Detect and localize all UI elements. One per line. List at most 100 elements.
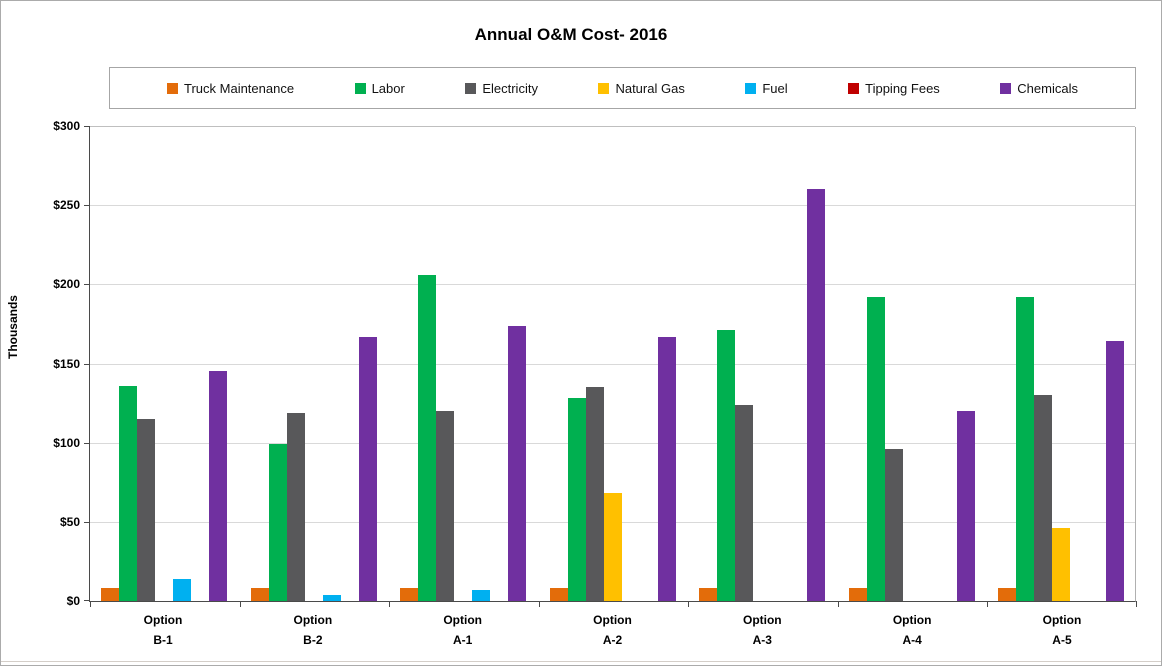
bar-slot-fuel-option-b-2 bbox=[322, 594, 341, 601]
bar-slot-labor-option-a-4 bbox=[866, 297, 885, 601]
gridline-150 bbox=[90, 363, 1135, 365]
x-category-label-option-b-2: Option B-2 bbox=[293, 613, 333, 648]
legend-item-electricity: Electricity bbox=[465, 81, 538, 96]
bar-electricity-option-b-2 bbox=[286, 412, 305, 601]
y-axis-tick-300 bbox=[84, 126, 90, 127]
legend: Truck Maintenance Labor Electricity Natural… bbox=[109, 67, 1136, 109]
bar-group-option-a-3 bbox=[699, 127, 825, 601]
bar-slot-electricity-option-b-2 bbox=[286, 412, 305, 601]
bar-slot-chemicals-option-b-2 bbox=[358, 336, 377, 601]
bar-truck-maintenance-option-a-5 bbox=[998, 588, 1016, 601]
bar-truck-maintenance-option-b-2 bbox=[250, 588, 269, 601]
bar-fuel-option-b-1 bbox=[173, 578, 191, 601]
legend-item-fuel: Fuel bbox=[745, 81, 788, 96]
x-axis-tick-0 bbox=[90, 601, 91, 607]
bar-fuel-option-b-2 bbox=[322, 594, 341, 601]
x-axis-category-labels: Option B-1 Option B-2 Option A-1 Option A-2… bbox=[89, 610, 1136, 651]
legend-item-tipping-fees: Tipping Fees bbox=[848, 81, 940, 96]
bar-electricity-option-a-1 bbox=[436, 411, 454, 601]
bar-slot-labor-option-b-1 bbox=[119, 385, 137, 601]
bar-slot-electricity-option-a-1 bbox=[436, 411, 454, 601]
bar-labor-option-a-5 bbox=[1016, 297, 1034, 601]
bar-electricity-option-a-3 bbox=[735, 404, 753, 601]
bar-group-option-b-2 bbox=[250, 127, 377, 601]
x-category-label-option-a-5: Option A-5 bbox=[1042, 613, 1082, 648]
legend-label-chemicals: Chemicals bbox=[1017, 80, 1078, 96]
bar-slot-natural-gas-option-a-5 bbox=[1052, 528, 1070, 601]
bar-chemicals-option-a-1 bbox=[508, 325, 526, 601]
y-axis-tick-250 bbox=[84, 205, 90, 207]
bar-group-option-b-1 bbox=[101, 127, 227, 601]
legend-swatch-truck-maintenance-icon bbox=[167, 82, 178, 94]
x-category-label-option-a-3: Option A-3 bbox=[742, 613, 782, 648]
bar-truck-maintenance-option-a-3 bbox=[699, 588, 717, 601]
bar-labor-option-b-2 bbox=[268, 444, 287, 601]
bar-truck-maintenance-option-a-2 bbox=[549, 588, 568, 601]
bar-slot-truck-maintenance-option-b-1 bbox=[101, 588, 119, 601]
legend-label-electricity: Electricity bbox=[482, 80, 538, 96]
y-axis-tick-50 bbox=[84, 521, 90, 523]
y-axis-tick-150 bbox=[84, 363, 90, 365]
legend-item-truck-maintenance: Truck Maintenance bbox=[167, 81, 294, 96]
bar-slot-fuel-option-b-1 bbox=[173, 578, 191, 601]
bar-fuel-option-a-1 bbox=[472, 589, 490, 601]
gridline-100 bbox=[90, 442, 1135, 444]
bar-natural-gas-option-a-5 bbox=[1052, 528, 1070, 601]
y-axis-title-wrap: Thousands bbox=[4, 127, 22, 527]
bar-labor-option-a-4 bbox=[866, 297, 885, 601]
legend-item-natural-gas: Natural Gas bbox=[598, 80, 685, 96]
bar-slot-labor-option-a-2 bbox=[567, 398, 586, 601]
bar-slot-electricity-option-a-5 bbox=[1034, 395, 1052, 601]
y-tick-label-50: $50 bbox=[59, 514, 80, 529]
legend-label-truck-maintenance: Truck Maintenance bbox=[184, 80, 295, 96]
x-axis-tick-2 bbox=[389, 601, 391, 607]
x-axis-tick-6 bbox=[987, 601, 989, 607]
legend-label-labor: Labor bbox=[371, 80, 405, 96]
bar-slot-electricity-option-a-2 bbox=[585, 387, 604, 601]
bar-slot-chemicals-option-a-5 bbox=[1106, 341, 1124, 601]
legend-swatch-fuel-icon bbox=[745, 82, 757, 94]
legend-item-chemicals: Chemicals bbox=[1000, 81, 1078, 96]
bar-natural-gas-option-a-2 bbox=[603, 493, 622, 601]
legend-swatch-chemicals-icon bbox=[1000, 82, 1012, 94]
y-tick-label-100: $100 bbox=[53, 435, 80, 450]
bar-groups bbox=[90, 127, 1135, 601]
bar-group-option-a-5 bbox=[998, 127, 1124, 601]
bar-slot-truck-maintenance-option-b-2 bbox=[250, 588, 269, 601]
y-axis-tick-0 bbox=[84, 600, 90, 601]
legend-swatch-tipping-fees-icon bbox=[848, 82, 860, 94]
y-axis-title: Thousands bbox=[6, 294, 20, 359]
gridline-300 bbox=[90, 126, 1135, 127]
legend-label-tipping-fees: Tipping Fees bbox=[865, 80, 940, 96]
bar-group-option-a-1 bbox=[400, 127, 526, 601]
bar-electricity-option-a-4 bbox=[884, 449, 903, 601]
bar-slot-truck-maintenance-option-a-1 bbox=[400, 588, 418, 601]
bar-slot-chemicals-option-b-1 bbox=[209, 371, 227, 601]
bar-slot-electricity-option-a-4 bbox=[884, 449, 903, 601]
y-axis-tick-100 bbox=[84, 442, 90, 444]
bar-labor-option-b-1 bbox=[119, 385, 137, 601]
bar-slot-chemicals-option-a-1 bbox=[508, 325, 526, 601]
bar-chemicals-option-a-4 bbox=[956, 411, 975, 601]
y-tick-label-0: $0 bbox=[66, 594, 80, 608]
bar-slot-chemicals-option-a-3 bbox=[807, 189, 825, 601]
y-tick-label-250: $250 bbox=[53, 198, 80, 213]
bar-slot-natural-gas-option-a-2 bbox=[603, 493, 622, 601]
bar-chemicals-option-b-2 bbox=[358, 336, 377, 601]
y-tick-label-150: $150 bbox=[53, 356, 80, 371]
bar-slot-fuel-option-a-1 bbox=[472, 589, 490, 601]
legend-label-natural-gas: Natural Gas bbox=[615, 80, 685, 96]
legend-swatch-electricity-icon bbox=[465, 82, 477, 94]
plot-area bbox=[84, 126, 1137, 607]
x-category-label-option-b-1: Option B-1 bbox=[143, 613, 183, 648]
bar-slot-truck-maintenance-option-a-2 bbox=[549, 588, 568, 601]
bar-slot-electricity-option-b-1 bbox=[137, 418, 155, 601]
x-axis-tick-5 bbox=[837, 601, 839, 607]
x-category-label-option-a-1: Option A-1 bbox=[443, 613, 482, 648]
bar-electricity-option-a-5 bbox=[1034, 395, 1052, 601]
bar-chemicals-option-a-2 bbox=[657, 336, 676, 601]
bar-group-option-a-4 bbox=[848, 127, 975, 601]
y-tick-label-300: $300 bbox=[53, 119, 80, 133]
bar-slot-truck-maintenance-option-a-5 bbox=[998, 588, 1016, 601]
